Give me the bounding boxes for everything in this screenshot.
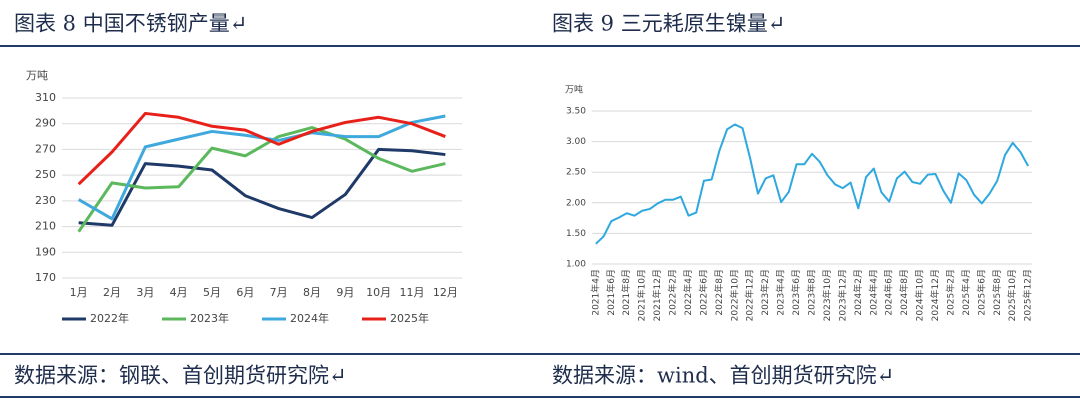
- x-tick-label: 8月: [303, 286, 321, 299]
- legend-label: 2022年: [90, 311, 129, 325]
- y-tick-label: 270: [35, 142, 56, 155]
- x-tick-label: 2023年4月: [775, 269, 787, 316]
- x-tick-label: 2021年4月: [589, 269, 601, 316]
- series-line: [595, 123, 1030, 245]
- x-tick-label: 2022年12月: [744, 269, 756, 321]
- x-tick-label: 2024年10月: [914, 269, 926, 321]
- source: 数据来源：wind、首创期货研究院↵: [552, 364, 894, 388]
- x-tick-label: 2022年2月: [667, 269, 679, 316]
- y-axis-label: 万吨: [26, 69, 48, 82]
- x-tick-label: 2021年12月: [651, 269, 663, 321]
- x-tick-label: 2024年2月: [852, 269, 864, 316]
- y-tick-label: 3.00: [566, 137, 586, 147]
- y-tick-label: 3.50: [566, 107, 586, 117]
- x-tick-label: 2024年8月: [898, 269, 910, 316]
- y-tick-label: 2.50: [566, 168, 586, 178]
- y-axis-label: 万吨: [565, 84, 583, 96]
- legend-label: 2024年: [290, 311, 329, 325]
- series-line: [77, 111, 446, 186]
- x-tick-label: 2月: [103, 286, 121, 299]
- x-tick-label: 3月: [136, 286, 154, 299]
- x-tick-label: 2022年4月: [682, 269, 694, 316]
- x-tick-label: 2025年8月: [991, 269, 1003, 316]
- x-tick-label: 5月: [203, 286, 221, 299]
- y-tick-label: 310: [35, 91, 56, 104]
- x-tick-label: 2023年10月: [821, 269, 833, 321]
- x-tick-label: 2021年6月: [605, 269, 617, 316]
- x-tick-label: 9月: [336, 286, 354, 299]
- y-tick-label: 1.00: [566, 260, 586, 270]
- x-tick-label: 2023年2月: [759, 269, 771, 316]
- x-tick-label: 1月: [70, 286, 88, 299]
- x-tick-label: 2025年6月: [975, 269, 987, 316]
- x-tick-label: 7月: [270, 286, 288, 299]
- legend-label: 2023年: [190, 311, 229, 325]
- series-line: [78, 147, 446, 227]
- x-tick-label: 2025年12月: [1022, 269, 1034, 321]
- chart-title: 图表 8 中国不锈钢产量↵: [14, 12, 247, 36]
- x-tick-label: 2024年12月: [929, 269, 941, 321]
- x-tick-label: 11月: [400, 286, 425, 299]
- y-tick-label: 210: [35, 220, 56, 233]
- y-tick-label: 1.50: [566, 229, 586, 239]
- x-tick-label: 2025年2月: [944, 269, 956, 316]
- y-tick-label: 170: [35, 271, 56, 284]
- y-tick-label: 230: [35, 194, 56, 207]
- x-tick-label: 2023年12月: [836, 269, 848, 321]
- x-tick-label: 2023年6月: [790, 269, 802, 316]
- x-tick-label: 2025年4月: [960, 269, 972, 316]
- x-tick-label: 2024年4月: [867, 269, 879, 316]
- x-tick-label: 6月: [236, 286, 254, 299]
- x-tick-label: 2022年10月: [728, 269, 740, 321]
- x-tick-label: 12月: [433, 286, 458, 299]
- x-tick-label: 2025年10月: [1006, 269, 1018, 321]
- series-line: [77, 126, 446, 233]
- chart-title: 图表 9 三元耗原生镍量↵: [552, 12, 785, 36]
- y-tick-label: 290: [35, 117, 56, 130]
- x-tick-label: 2021年10月: [636, 269, 648, 321]
- x-tick-label: 4月: [170, 286, 188, 299]
- x-tick-label: 10月: [366, 286, 391, 299]
- legend-label: 2025年: [390, 311, 429, 325]
- source: 数据来源：钢联、首创期货研究院↵: [14, 364, 347, 388]
- x-tick-label: 2023年8月: [806, 269, 818, 316]
- y-tick-label: 190: [35, 245, 56, 258]
- x-tick-label: 2022年6月: [697, 269, 709, 316]
- x-tick-label: 2024年6月: [883, 269, 895, 316]
- y-tick-label: 2.00: [566, 198, 586, 208]
- x-tick-label: 2021年8月: [620, 269, 632, 316]
- y-tick-label: 250: [35, 168, 56, 181]
- x-tick-label: 2022年8月: [713, 269, 725, 316]
